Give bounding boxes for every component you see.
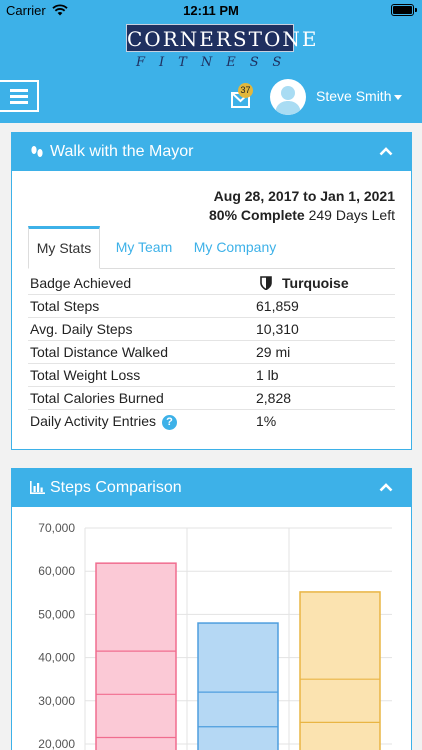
chevron-down-icon[interactable]: [394, 95, 402, 100]
stat-value: 29 mi: [256, 344, 291, 360]
user-silhouette-icon: [275, 86, 301, 115]
y-tick-label: 50,000: [38, 607, 75, 621]
bar: [299, 591, 381, 750]
tab-my-company[interactable]: My Company: [193, 239, 277, 255]
chevron-up-icon[interactable]: [379, 147, 393, 156]
stats-row-total-steps: Total Steps 61,859: [28, 295, 395, 318]
stat-value: Turquoise: [282, 275, 349, 291]
stat-label: Total Calories Burned: [30, 390, 164, 406]
y-tick-label: 60,000: [38, 564, 75, 578]
carrier-label: Carrier: [6, 3, 46, 18]
stat-value: 10,310: [256, 321, 299, 337]
challenge-title: Walk with the Mayor: [50, 143, 194, 160]
stat-value: 61,859: [256, 298, 299, 314]
status-bar: Carrier 12:11 PM: [0, 0, 422, 22]
tab-my-team[interactable]: My Team: [115, 239, 173, 255]
stats-row-distance: Total Distance Walked 29 mi: [28, 341, 395, 364]
stat-value: 1 lb: [256, 367, 279, 383]
steps-comparison-card: Steps Comparison 70,000 60,000 50,000 40,00…: [11, 468, 412, 750]
wifi-icon: [52, 4, 68, 16]
stats-row-avg-daily-steps: Avg. Daily Steps 10,310: [28, 318, 395, 341]
battery-icon: [391, 4, 417, 16]
stat-label: Daily Activity Entries?: [30, 413, 178, 430]
stats-table: Badge Achieved Turquoise Total Steps 61,…: [28, 272, 395, 433]
stats-row-calories: Total Calories Burned 2,828: [28, 387, 395, 410]
footprints-icon: [31, 146, 43, 157]
stats-row-weight-loss: Total Weight Loss 1 lb: [28, 364, 395, 387]
challenge-card: Walk with the Mayor Aug 28, 2017 to Jan …: [11, 132, 412, 450]
y-tick-label: 30,000: [38, 694, 75, 708]
steps-card-header[interactable]: Steps Comparison: [12, 469, 411, 507]
mail-count-badge: 37: [238, 83, 253, 98]
tab-my-stats[interactable]: My Stats: [28, 226, 100, 269]
logo-subtitle: FITNESS: [136, 55, 296, 70]
stat-value: 2,828: [256, 390, 292, 406]
stat-label-text: Daily Activity Entries: [30, 413, 157, 429]
help-icon[interactable]: ?: [162, 415, 178, 430]
stat-label: Badge Achieved: [30, 275, 132, 291]
steps-card-title: Steps Comparison: [50, 479, 182, 496]
challenge-date-range: Aug 28, 2017 to Jan 1, 2021: [213, 188, 395, 204]
cornerstone-logo: CORNERSTONE FITNESS: [126, 24, 316, 70]
stats-row-activity-entries: Daily Activity Entries? 1%: [28, 410, 395, 433]
bar-chart-icon: [30, 481, 45, 494]
y-tick-label: 20,000: [38, 737, 75, 750]
bar: [197, 622, 279, 750]
stat-label: Total Weight Loss: [30, 367, 141, 383]
percent-complete: 80% Complete: [209, 207, 305, 223]
avatar[interactable]: [270, 79, 306, 115]
y-tick-label: 70,000: [38, 521, 75, 535]
y-tick-label: 40,000: [38, 651, 75, 665]
menu-button[interactable]: [0, 80, 39, 112]
stats-row-badge: Badge Achieved Turquoise: [28, 272, 395, 295]
stats-tabs: My Stats My Team My Company: [28, 226, 395, 269]
stat-value: 1%: [256, 413, 277, 429]
steps-bar-chart: 70,000 60,000 50,000 40,000 30,000 20,000: [38, 521, 392, 750]
challenge-progress: 80% Complete 249 Days Left: [209, 207, 395, 223]
stat-label: Total Steps: [30, 298, 100, 314]
bar: [95, 562, 177, 750]
clock: 12:11 PM: [183, 3, 239, 18]
stat-label: Avg. Daily Steps: [30, 321, 133, 337]
days-left: 249 Days Left: [308, 207, 395, 223]
user-name[interactable]: Steve Smith: [316, 88, 392, 104]
shield-icon: [260, 276, 272, 290]
app-header: Carrier 12:11 PM CORNERSTONE FITNESS 37 …: [0, 0, 422, 123]
logo-title: CORNERSTONE: [126, 24, 316, 52]
stat-label: Total Distance Walked: [30, 344, 168, 360]
challenge-card-header[interactable]: Walk with the Mayor: [12, 133, 411, 171]
chevron-up-icon[interactable]: [379, 483, 393, 492]
